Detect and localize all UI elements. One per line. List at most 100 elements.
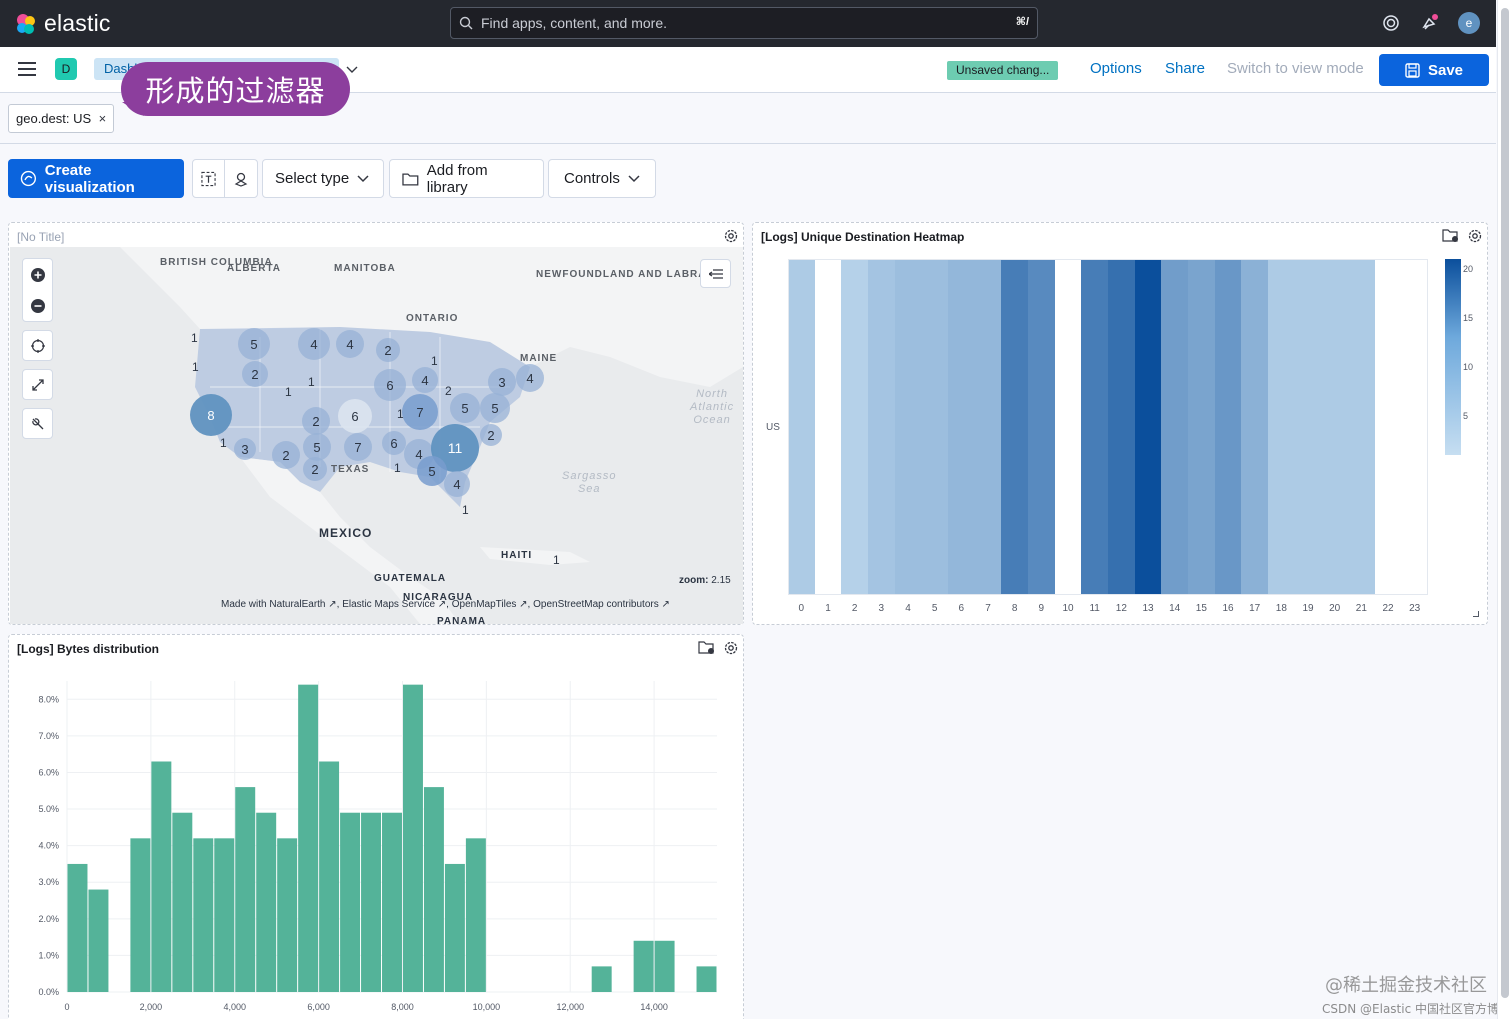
histogram-bar[interactable] [298,684,319,992]
histogram-bar[interactable] [277,838,298,992]
options-link[interactable]: Options [1090,60,1142,77]
elastic-logo[interactable]: elastic [14,10,111,37]
map-cluster[interactable]: 6 [338,399,372,433]
heatmap-cell[interactable] [1214,259,1242,595]
map-cluster[interactable]: 7 [344,433,372,461]
help-icon[interactable] [1380,12,1402,34]
heatmap-cell[interactable] [1321,259,1349,595]
histogram-bar[interactable] [633,940,654,992]
map-cluster[interactable]: 3 [234,438,256,460]
map-point[interactable]: 1 [462,503,469,517]
heatmap-cell[interactable] [1108,259,1136,595]
map-canvas[interactable]: BRITISH COLUMBIA ALBERTA MANITOBA NEWFOU… [10,247,743,624]
set-view-button[interactable] [22,330,53,361]
folder-check-icon[interactable] [1442,228,1459,248]
map-attribution[interactable]: Made with NaturalEarth ↗, Elastic Maps S… [221,599,670,610]
map-point[interactable]: 1 [285,385,292,399]
save-button[interactable]: Save [1379,54,1489,86]
heatmap-cell[interactable] [814,259,842,595]
filter-pill[interactable]: geo.dest: US × [8,104,115,133]
map-point[interactable]: 2 [445,384,452,398]
map-cluster[interactable]: 6 [382,431,406,455]
page-scrollbar[interactable] [1497,0,1512,1019]
map-cluster[interactable]: 5 [450,393,480,423]
select-type-button[interactable]: Select type [262,159,384,198]
menu-icon[interactable] [18,62,36,81]
heatmap-cell[interactable] [1081,259,1109,595]
histogram-bar[interactable] [402,684,423,992]
histogram-bar[interactable] [151,761,172,992]
map-point[interactable]: 1 [397,407,404,421]
map-point[interactable]: 1 [394,461,401,475]
histogram-bar[interactable] [382,812,402,992]
map-cluster[interactable]: 5 [417,456,447,486]
map-point[interactable]: 1 [553,553,560,567]
switch-view-mode-link[interactable]: Switch to view mode [1227,60,1364,77]
histogram-bar[interactable] [235,787,256,992]
heatmap-cell[interactable] [1241,259,1269,595]
map-cluster[interactable]: 7 [402,394,438,430]
histogram-bar[interactable] [172,812,193,992]
map-cluster[interactable]: 2 [272,441,300,469]
create-visualization-button[interactable]: Create visualization [8,159,184,198]
gear-icon[interactable] [723,228,739,249]
histogram-bar[interactable] [214,838,235,992]
heatmap-cell[interactable] [1054,259,1082,595]
map-cluster[interactable]: 2 [303,457,327,481]
map-point[interactable]: 1 [191,331,198,345]
map-cluster[interactable]: 2 [242,361,268,387]
histogram-bar[interactable] [319,761,340,992]
heatmap-cell[interactable] [1294,259,1322,595]
histogram-bar[interactable] [88,889,109,992]
add-text-button[interactable] [192,159,225,198]
map-cluster[interactable]: 2 [376,338,400,362]
folder-check-icon[interactable] [698,640,715,660]
heatmap-grid[interactable]: 0 1 2 3 4 5 6 7 8 9 10 11 12 13 14 15 16 17 18 19 20 21 22 23 [753,223,1489,626]
zoom-in-icon[interactable] [30,267,46,283]
space-badge[interactable]: D [55,58,77,80]
map-cluster[interactable]: 5 [238,328,270,360]
map-point[interactable]: 1 [220,436,227,450]
heatmap-cell[interactable] [894,259,922,595]
zoom-out-icon[interactable] [30,298,46,314]
histogram-bar[interactable] [361,812,382,992]
heatmap-cell[interactable] [868,259,896,595]
map-cluster[interactable]: 3 [488,368,516,396]
scrollbar-thumb[interactable] [1501,8,1509,998]
map-point[interactable]: 1 [431,354,438,368]
map-point[interactable]: 1 [308,375,315,389]
histogram-bar[interactable] [423,787,444,992]
map-cluster[interactable]: 2 [302,407,330,435]
news-feed-icon[interactable] [1419,12,1441,34]
map-cluster[interactable]: 5 [303,433,331,461]
heatmap-cell[interactable] [1374,259,1402,595]
gear-icon[interactable] [1467,228,1483,249]
add-map-button[interactable] [224,159,258,198]
heatmap-cell[interactable] [1028,259,1056,595]
tools-button[interactable] [22,408,53,439]
map-cluster[interactable]: 4 [444,471,470,497]
search-input[interactable]: Find apps, content, and more. [481,15,667,31]
global-search[interactable]: Find apps, content, and more. ⌘/ [450,7,1038,39]
unsaved-changes-badge[interactable]: Unsaved chang... [947,61,1059,80]
heatmap-cell[interactable] [788,259,816,595]
heatmap-cell[interactable] [1348,259,1376,595]
histogram-bar[interactable] [193,838,214,992]
histogram-bar[interactable] [340,812,361,992]
add-from-library-button[interactable]: Add from library [389,159,544,198]
heatmap-cell[interactable] [1268,259,1296,595]
heatmap-cell[interactable] [948,259,976,595]
histogram-bar[interactable] [654,940,675,992]
map-cluster[interactable]: 4 [336,330,364,358]
histogram-bar[interactable] [67,863,88,992]
histogram-bar[interactable] [696,966,717,992]
heatmap-cell[interactable] [1401,259,1429,595]
heatmap-cell[interactable] [974,259,1002,595]
share-link[interactable]: Share [1165,60,1206,77]
heatmap-cell[interactable] [1188,259,1216,595]
map-cluster[interactable]: 4 [298,328,330,360]
chevron-down-icon[interactable] [345,62,359,80]
map-cluster[interactable]: 2 [480,424,502,446]
histogram-bar[interactable] [444,863,465,992]
map-cluster[interactable]: 8 [190,394,232,436]
